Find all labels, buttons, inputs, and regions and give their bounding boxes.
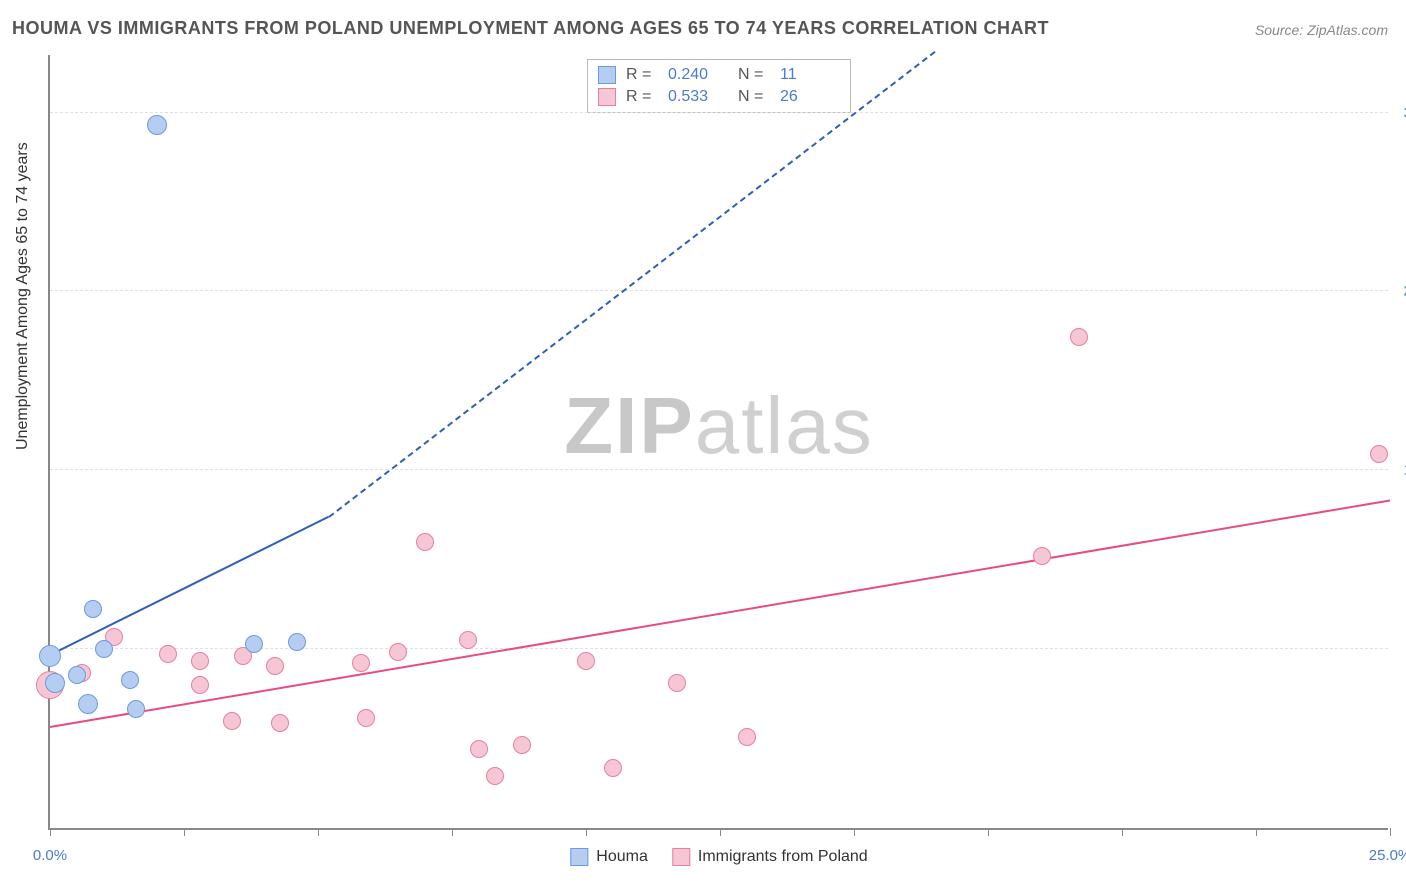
source-attribution: Source: ZipAtlas.com (1255, 22, 1388, 38)
legend-correlation: R = 0.240 N = 11 R = 0.533 N = 26 (587, 59, 851, 113)
data-point-poland (357, 709, 375, 727)
legend-row-houma: R = 0.240 N = 11 (598, 64, 840, 86)
x-tick (720, 828, 721, 836)
legend-r-value-poland: 0.533 (668, 88, 728, 106)
y-tick-label: 7.5% (1396, 641, 1406, 658)
data-point-poland (1370, 445, 1388, 463)
data-point-houma (127, 700, 145, 718)
data-point-houma (95, 640, 113, 658)
data-point-poland (1033, 547, 1051, 565)
legend-swatch-poland (598, 88, 616, 106)
x-tick (318, 828, 319, 836)
legend-label-houma: Houma (596, 848, 648, 866)
data-point-poland (389, 643, 407, 661)
data-point-poland (159, 645, 177, 663)
data-point-houma (147, 115, 167, 135)
data-point-poland (668, 674, 686, 692)
data-point-poland (191, 652, 209, 670)
data-point-poland (266, 657, 284, 675)
x-tick (854, 828, 855, 836)
trend-line (50, 516, 330, 656)
x-tick (1256, 828, 1257, 836)
data-point-poland (223, 712, 241, 730)
data-point-houma (68, 666, 86, 684)
y-tick-label: 22.5% (1396, 283, 1406, 300)
legend-n-label: N = (738, 66, 770, 84)
legend-n-label: N = (738, 88, 770, 106)
data-point-houma (84, 600, 102, 618)
legend-series: Houma Immigrants from Poland (570, 848, 867, 866)
legend-n-value-houma: 11 (780, 66, 840, 84)
data-point-poland (416, 533, 434, 551)
y-tick-label: 15.0% (1396, 462, 1406, 479)
legend-r-value-houma: 0.240 (668, 66, 728, 84)
watermark-zip: ZIP (564, 381, 694, 470)
x-tick (184, 828, 185, 836)
x-tick (988, 828, 989, 836)
legend-r-label: R = (626, 66, 658, 84)
data-point-houma (45, 673, 65, 693)
data-point-poland (1070, 328, 1088, 346)
data-point-poland (191, 676, 209, 694)
data-point-poland (604, 759, 622, 777)
data-point-poland (513, 736, 531, 754)
data-point-houma (78, 694, 98, 714)
data-point-poland (459, 631, 477, 649)
data-point-houma (288, 633, 306, 651)
y-tick-label: 30.0% (1396, 104, 1406, 121)
data-point-poland (470, 740, 488, 758)
legend-item-poland: Immigrants from Poland (672, 848, 868, 866)
plot-area: ZIPatlas R = 0.240 N = 11 R = 0.533 N = … (48, 55, 1388, 830)
gridline (50, 112, 1388, 113)
legend-label-poland: Immigrants from Poland (698, 848, 868, 866)
x-tick (1390, 828, 1391, 836)
legend-swatch-poland (672, 848, 690, 866)
data-point-poland (352, 654, 370, 672)
x-tick-label: 0.0% (33, 847, 67, 864)
x-tick-label: 25.0% (1369, 847, 1406, 864)
y-axis-label: Unemployment Among Ages 65 to 74 years (14, 142, 32, 450)
watermark: ZIPatlas (564, 380, 873, 472)
data-point-houma (121, 671, 139, 689)
legend-item-houma: Houma (570, 848, 648, 866)
legend-n-value-poland: 26 (780, 88, 840, 106)
data-point-poland (271, 714, 289, 732)
legend-swatch-houma (598, 66, 616, 84)
x-tick (452, 828, 453, 836)
legend-swatch-houma (570, 848, 588, 866)
watermark-atlas: atlas (695, 381, 874, 470)
x-tick (1122, 828, 1123, 836)
gridline (50, 290, 1388, 291)
x-tick (50, 828, 51, 836)
data-point-poland (738, 728, 756, 746)
trend-line (328, 51, 935, 518)
legend-row-poland: R = 0.533 N = 26 (598, 86, 840, 108)
gridline (50, 469, 1388, 470)
trend-line (50, 499, 1390, 728)
data-point-poland (486, 767, 504, 785)
legend-r-label: R = (626, 88, 658, 106)
data-point-houma (245, 635, 263, 653)
chart-title: HOUMA VS IMMIGRANTS FROM POLAND UNEMPLOY… (12, 18, 1049, 39)
data-point-houma (39, 645, 61, 667)
data-point-poland (577, 652, 595, 670)
x-tick (586, 828, 587, 836)
